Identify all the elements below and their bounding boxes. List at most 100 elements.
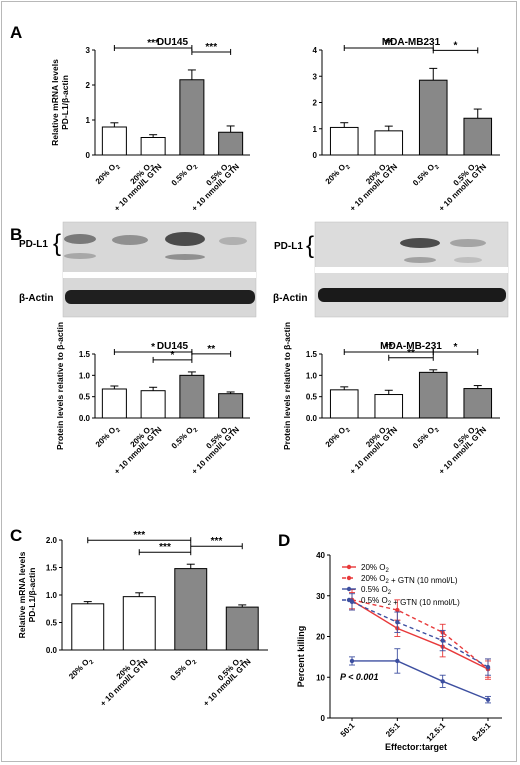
x-tick-label: 6.25:1 xyxy=(470,721,493,744)
line-chart-d: 0 10 20 30 40 50:1 25:1 12.5:1 6.25:1 Percent kil… xyxy=(296,551,502,752)
y-axis-label: PD-L1/β-actin xyxy=(27,568,37,623)
significance-label: ** xyxy=(207,344,215,355)
x-axis-label: Effector:target xyxy=(385,742,447,752)
chart-title: MDA-MB-231 xyxy=(380,341,442,352)
x-category-label: 0.5% O2 xyxy=(169,655,199,685)
y-tick-label: 0.0 xyxy=(46,646,58,655)
blot-label-pdl1-du145: PD-L1 xyxy=(19,239,48,250)
legend-swatch-point xyxy=(346,597,352,603)
y-tick-label: 0 xyxy=(321,714,326,723)
bar xyxy=(463,117,493,156)
legend-swatch-point xyxy=(346,586,352,592)
y-tick-label: 1 xyxy=(86,116,91,125)
y-tick-label: 1.0 xyxy=(306,371,318,380)
legend-label: 0.5% O2 xyxy=(361,585,392,596)
bar xyxy=(463,388,493,419)
panel-letter-c: C xyxy=(10,526,22,545)
bar xyxy=(225,606,259,651)
bar xyxy=(218,131,244,156)
series-point xyxy=(440,679,445,684)
legend-label: 20% O2 xyxy=(361,563,389,574)
series-line xyxy=(351,599,489,670)
significance-label: *** xyxy=(211,536,223,547)
panel-letter-a: A xyxy=(10,23,22,42)
x-category-label: 0.5% O2 xyxy=(411,160,441,190)
bar xyxy=(101,126,127,156)
y-tick-label: 0 xyxy=(86,151,91,160)
chart-title: MDA-MB231 xyxy=(382,37,441,48)
y-tick-label: 0.5 xyxy=(79,393,91,402)
significance-label: * xyxy=(454,342,458,353)
western-blot-mdamb231 xyxy=(314,221,509,318)
y-tick-label: 1.0 xyxy=(46,591,58,600)
x-category-label: 20% O2 xyxy=(94,160,123,189)
legend-label: 0.5% O2 + GTN (10 nmol/L) xyxy=(361,596,460,607)
y-tick-label: 2 xyxy=(313,99,318,108)
y-tick-label: 0.5 xyxy=(306,393,318,402)
x-category-label: 20% O2 xyxy=(94,423,123,452)
bar-chart-b-du145: DU145 0.0 0.5 1.0 1.5 Protein levels relative… xyxy=(55,322,250,476)
chart-title: DU145 xyxy=(157,37,189,48)
bar-chart-b-mdamb231: MDA-MB-231 0.0 0.5 1.0 1.5 Protein levels rel… xyxy=(282,322,500,476)
series-line xyxy=(351,601,489,668)
y-tick-label: 3 xyxy=(86,46,91,55)
western-blot-du145 xyxy=(62,221,257,318)
legend-label: 20% O2 + GTN (10 nmol/L) xyxy=(361,574,458,585)
y-tick-label: 0 xyxy=(313,151,318,160)
y-tick-label: 10 xyxy=(316,673,325,682)
y-tick-label: 3 xyxy=(313,72,318,81)
bar xyxy=(140,137,166,156)
panel-letter-d: D xyxy=(278,531,290,550)
y-tick-label: 0.5 xyxy=(46,619,58,628)
y-tick-label: 20 xyxy=(316,633,325,642)
x-category-label: 20% O2 xyxy=(67,655,96,684)
y-axis-label: Protein levels relative to β-actin xyxy=(55,322,65,450)
blot-label-actin-du145: β-Actin xyxy=(19,293,53,304)
x-category-label: 20% O2 xyxy=(324,423,353,452)
x-category-label: 0.5% O2 xyxy=(411,423,441,453)
y-tick-label: 2 xyxy=(86,81,91,90)
y-tick-label: 1.5 xyxy=(306,350,318,359)
y-tick-label: 4 xyxy=(313,46,318,55)
bar xyxy=(374,394,404,419)
bar xyxy=(418,371,448,419)
legend-swatch-point xyxy=(346,575,352,581)
series-line xyxy=(352,660,489,701)
legend-swatch-point xyxy=(346,564,352,570)
y-tick-label: 2.0 xyxy=(46,536,58,545)
bar xyxy=(140,390,166,419)
y-tick-label: 0.0 xyxy=(79,414,91,423)
chart-title: DU145 xyxy=(157,341,189,352)
significance-label: * xyxy=(151,342,155,353)
series-point xyxy=(395,620,400,625)
y-tick-label: 1.0 xyxy=(79,371,91,380)
p-value-annotation: P < 0.001 xyxy=(340,672,378,682)
series-point xyxy=(440,638,445,643)
x-tick-label: 12.5:1 xyxy=(425,721,448,744)
y-axis-label: Relative mRNA levels xyxy=(17,551,27,638)
y-axis-label: Protein levels relative to β-actin xyxy=(282,322,292,450)
bar xyxy=(179,79,205,156)
x-category-label: 0.5% O2 xyxy=(170,423,200,453)
bar-chart-a-du145: DU145 0 1 2 3 Relative mRNA levels PD-L1/β-act… xyxy=(50,37,250,213)
panel-letter-b: B xyxy=(10,225,22,244)
y-tick-label: 1 xyxy=(313,125,318,134)
y-tick-label: 0.0 xyxy=(306,414,318,423)
series-point xyxy=(485,697,491,702)
series-point xyxy=(485,664,491,670)
bar xyxy=(418,79,448,156)
bar xyxy=(174,568,208,651)
significance-label: * xyxy=(454,40,458,51)
blot-label-pdl1-mdamb231: PD-L1 xyxy=(274,241,303,252)
bar xyxy=(218,393,244,419)
significance-label: *** xyxy=(133,530,145,541)
blot-label-actin-mdamb231: β-Actin xyxy=(273,293,307,304)
significance-label: * xyxy=(171,350,175,361)
y-axis-label: Percent killing xyxy=(296,626,306,688)
bar xyxy=(122,596,156,651)
series-point xyxy=(349,658,355,664)
y-tick-label: 1.5 xyxy=(79,350,91,359)
significance-label: ** xyxy=(385,342,393,353)
